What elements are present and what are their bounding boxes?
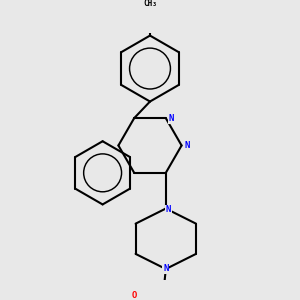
Text: N: N [166, 206, 171, 214]
Text: N: N [163, 265, 169, 274]
Text: N: N [184, 141, 190, 150]
Text: N: N [169, 114, 174, 123]
Text: O: O [131, 291, 137, 300]
Text: CH₃: CH₃ [143, 0, 157, 8]
